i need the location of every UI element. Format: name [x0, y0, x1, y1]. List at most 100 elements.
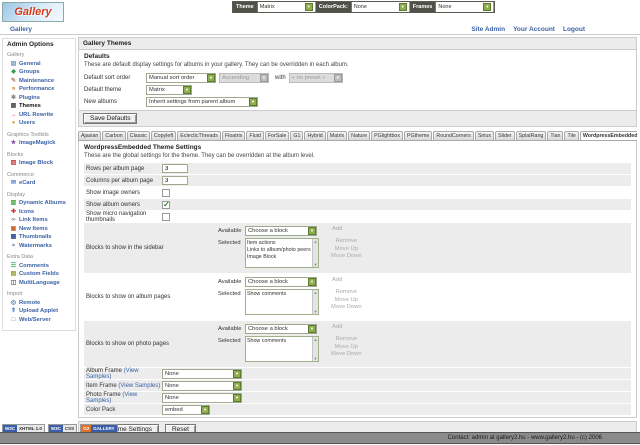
default-theme-select[interactable]: Matrix ▼: [146, 85, 192, 95]
theme-tab[interactable]: Carbon: [102, 131, 126, 140]
save-defaults-button[interactable]: Save Defaults: [83, 113, 138, 124]
theme-tab[interactable]: Tian: [547, 131, 564, 140]
view-samples-link[interactable]: (View Samples): [118, 382, 161, 389]
theme-tab[interactable]: RoundCorners: [433, 131, 474, 140]
theme-tab[interactable]: Slider: [495, 131, 515, 140]
selected-blocks-listbox[interactable]: Show comments ▲ ▼: [245, 289, 319, 315]
theme-tab[interactable]: Nature: [348, 131, 371, 140]
sort-order-select[interactable]: Manual sort order ▼: [146, 73, 216, 83]
theme-tab[interactable]: Hybrid: [304, 131, 326, 140]
sidebar-item-dynamic-albums[interactable]: ▥ Dynamic Albums: [7, 199, 75, 208]
selected-blocks-listbox[interactable]: Item actions Links to album/photo peers Im…: [245, 238, 319, 268]
block-action-button[interactable]: Remove: [335, 238, 358, 244]
theme-tab[interactable]: Tile: [564, 131, 579, 140]
user-link[interactable]: Your Account: [513, 25, 555, 33]
frame-select[interactable]: None ▼: [162, 368, 242, 379]
sidebar-entry[interactable]: Commerce: [7, 171, 75, 180]
sidebar-item-groups[interactable]: ◆ Groups: [7, 68, 75, 77]
sidebar-item-users[interactable]: ● Users: [7, 119, 75, 128]
sidebar-item-image-block[interactable]: ▧ Image Block: [7, 159, 75, 168]
theme-tab[interactable]: PGlightbox: [371, 131, 403, 140]
theme-tab[interactable]: Floatrix: [221, 131, 246, 140]
block-action-button[interactable]: Move Down: [331, 351, 362, 357]
rows-per-page-input[interactable]: [162, 164, 188, 173]
listbox-scrollbar[interactable]: ▲ ▼: [312, 239, 318, 267]
theme-tab[interactable]: G1: [290, 131, 304, 140]
theme-tab[interactable]: Classic: [126, 131, 150, 140]
sidebar-item-new-items[interactable]: ▣ New Items: [7, 225, 75, 234]
sidebar-entry[interactable]: Graphics Toolkits: [7, 131, 75, 140]
user-link[interactable]: Logout: [562, 25, 585, 33]
theme-tab[interactable]: WordpressEmbedded: [579, 131, 637, 140]
sidebar-item-multilanguage[interactable]: ◫ MultiLanguage: [7, 279, 75, 288]
available-block-select[interactable]: Choose a block ▼: [245, 277, 317, 287]
list-item[interactable]: Show comments: [247, 338, 287, 344]
list-item[interactable]: Item actions: [247, 240, 276, 246]
sidebar-item-maintenance[interactable]: ✎ Maintenance: [7, 77, 75, 86]
theme-select[interactable]: Matrix ▼: [257, 2, 316, 12]
list-item[interactable]: Image Block: [247, 254, 277, 260]
colorpack-select[interactable]: None ▼: [351, 2, 410, 12]
sidebar-item-url-rewrite[interactable]: → URL Rewrite: [7, 111, 75, 120]
gallery-logo[interactable]: Gallery: [2, 2, 64, 22]
sidebar-item-thumbnails[interactable]: ▩ Thumbnails: [7, 233, 75, 242]
sidebar-item-web-server[interactable]: □ Web/Server: [7, 316, 75, 325]
sidebar-item-icons[interactable]: ✚ Icons: [7, 208, 75, 217]
theme-tab[interactable]: ForSale: [264, 131, 290, 140]
block-action-button[interactable]: Move Up: [334, 296, 358, 303]
theme-tab[interactable]: SplatRang: [515, 131, 547, 140]
sidebar-item-watermarks[interactable]: ≈ Watermarks: [7, 242, 75, 251]
chevron-down-icon[interactable]: ▼: [304, 3, 313, 11]
sidebar-item-comments[interactable]: ☰ Comments: [7, 262, 75, 271]
theme-tab[interactable]: EclecticThreads: [177, 131, 221, 140]
user-link[interactable]: Site Admin: [471, 25, 506, 33]
sidebar-item-performance[interactable]: » Performance: [7, 85, 75, 94]
sidebar-item-plugins[interactable]: ✱ Plugins: [7, 94, 75, 103]
view-samples-link[interactable]: (View Samples): [86, 391, 138, 404]
sidebar-entry[interactable]: Extra Data: [7, 253, 75, 262]
add-block-button[interactable]: Add: [332, 277, 343, 283]
frame-select[interactable]: None ▼: [162, 392, 242, 403]
sidebar-item-general[interactable]: ▤ General: [7, 60, 75, 69]
frame-select[interactable]: None ▼: [162, 380, 242, 391]
breadcrumb[interactable]: Gallery: [10, 25, 33, 33]
show-image-owners-checkbox[interactable]: [162, 188, 170, 197]
sidebar-item-imagemagick[interactable]: ★ ImageMagick: [7, 139, 75, 148]
add-block-button[interactable]: Add: [332, 226, 343, 232]
available-block-select[interactable]: Choose a block ▼: [245, 324, 317, 334]
block-action-button[interactable]: Move Down: [331, 304, 362, 310]
show-album-owners-checkbox[interactable]: [162, 200, 170, 209]
sidebar-item-ecard[interactable]: ✉ eCard: [7, 179, 75, 188]
color-pack-select[interactable]: embed ▼: [162, 404, 210, 415]
sidebar-item-upload-applet[interactable]: ⇑ Upload Applet: [7, 307, 75, 316]
block-action-button[interactable]: Remove: [335, 289, 358, 295]
block-action-button[interactable]: Move Up: [334, 343, 358, 350]
chevron-down-icon[interactable]: ▼: [398, 3, 407, 11]
sidebar-item-custom-fields[interactable]: ▤ Custom Fields: [7, 270, 75, 279]
theme-tab[interactable]: Siriux: [474, 131, 495, 140]
show-micro-nav-checkbox[interactable]: [162, 212, 170, 221]
block-action-button[interactable]: Remove: [335, 336, 358, 342]
listbox-scrollbar[interactable]: ▲ ▼: [312, 290, 318, 314]
block-action-button[interactable]: Move Up: [334, 245, 358, 252]
theme-tab[interactable]: PGtheme: [404, 131, 433, 140]
list-item[interactable]: Show comments: [247, 291, 287, 297]
list-item[interactable]: Links to album/photo peers: [247, 247, 311, 253]
listbox-scrollbar[interactable]: ▲ ▼: [312, 337, 318, 361]
sidebar-entry[interactable]: Gallery: [7, 51, 75, 60]
sidebar-item-themes[interactable]: ▦ Themes: [7, 102, 75, 111]
available-block-select[interactable]: Choose a block ▼: [245, 226, 317, 236]
selected-blocks-listbox[interactable]: Show comments ▲ ▼: [245, 336, 319, 362]
columns-per-page-input[interactable]: [162, 176, 188, 185]
sidebar-item-remote[interactable]: ◎ Remote: [7, 299, 75, 308]
add-block-button[interactable]: Add: [332, 324, 343, 330]
sidebar-entry[interactable]: Import: [7, 290, 75, 299]
theme-tab[interactable]: Ajaxian: [78, 131, 102, 140]
new-albums-select[interactable]: Inherit settings from parent album ▼: [146, 97, 258, 107]
sidebar-entry[interactable]: Blocks: [7, 151, 75, 160]
block-action-button[interactable]: Move Down: [331, 253, 362, 259]
view-samples-link[interactable]: (View Samples): [86, 367, 139, 380]
theme-tab[interactable]: Fluid: [246, 131, 264, 140]
sidebar-entry[interactable]: Display: [7, 191, 75, 200]
theme-tab[interactable]: Matrix: [326, 131, 348, 140]
